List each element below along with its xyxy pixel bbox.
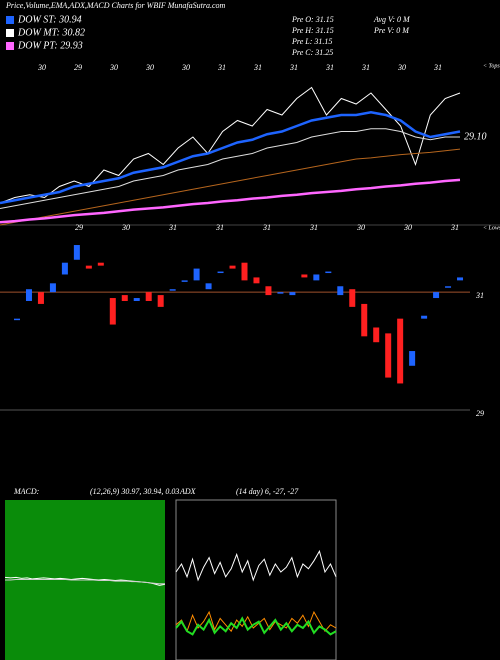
side-label: < Lows xyxy=(483,225,500,231)
panel-params: (12,26,9) 30.97, 30.94, 0.03 xyxy=(90,487,179,496)
candle-body xyxy=(397,318,404,384)
date-label: 30 xyxy=(397,63,406,72)
panel-title: ADX xyxy=(179,487,197,496)
line xyxy=(0,128,460,209)
candle-body xyxy=(229,265,236,269)
date-label: 31 xyxy=(361,63,370,72)
legend-label: DOW ST: 30.94 xyxy=(17,14,82,25)
info-text: Pre H: 31.15 xyxy=(291,26,334,35)
info-text: Pre O: 31.15 xyxy=(291,15,334,24)
candle-body xyxy=(61,262,68,275)
info-text: Pre L: 31.15 xyxy=(291,37,332,46)
candle-body xyxy=(205,283,212,290)
candle-body xyxy=(181,280,188,282)
info-text: Pre C: 31.25 xyxy=(291,48,333,57)
candle-body xyxy=(193,268,200,281)
panel-title: MACD: xyxy=(13,487,40,496)
candle-body xyxy=(457,277,464,281)
date-label: 31 xyxy=(433,63,442,72)
info-text: Avg V: 0 M xyxy=(373,15,411,24)
candle-body xyxy=(157,295,164,307)
line xyxy=(175,549,337,582)
date-label: 29 xyxy=(75,223,83,232)
date-label: 31 xyxy=(262,223,271,232)
candle-body xyxy=(85,265,92,269)
candle-body xyxy=(445,286,452,288)
panel-params: (14 day) 6, -27, -27 xyxy=(236,487,299,496)
info-text: Pre V: 0 M xyxy=(373,26,410,35)
date-label: 31 xyxy=(215,223,224,232)
candle-body xyxy=(385,333,392,378)
candle-body xyxy=(301,274,308,278)
candle-body xyxy=(49,283,56,293)
price-label: 29.10 xyxy=(464,131,487,142)
side-label: < Tops xyxy=(483,63,500,69)
legend-label: DOW PT: 29.93 xyxy=(17,40,83,51)
page-title: Price,Volume,EMA,ADX,MACD Charts for WBI… xyxy=(5,1,226,10)
candle-body xyxy=(133,298,140,301)
candle-body xyxy=(265,286,272,296)
candle-body xyxy=(37,292,44,304)
candle-body xyxy=(325,271,332,274)
legend-label: DOW MT: 30.82 xyxy=(17,27,85,38)
date-label: 30 xyxy=(109,63,118,72)
candle-body xyxy=(169,289,176,291)
candle-body xyxy=(253,277,260,284)
date-label: 30 xyxy=(356,223,365,232)
legend-swatch xyxy=(6,42,14,50)
candle-body xyxy=(421,315,428,319)
legend-swatch xyxy=(6,29,14,37)
line xyxy=(0,110,461,205)
candle-body xyxy=(433,292,440,299)
date-label: 30 xyxy=(145,63,154,72)
date-label: 30 xyxy=(121,223,130,232)
line xyxy=(5,578,165,585)
line xyxy=(175,616,337,636)
candle-body xyxy=(313,274,320,281)
candle-body xyxy=(109,298,116,325)
line xyxy=(0,148,461,226)
candle-body xyxy=(361,303,368,337)
date-label: 29 xyxy=(74,63,82,72)
date-label: 31 xyxy=(289,63,298,72)
date-label: 30 xyxy=(403,223,412,232)
candle-body xyxy=(121,295,128,301)
candle-body xyxy=(145,292,152,301)
line xyxy=(0,86,461,204)
candle-body xyxy=(409,351,416,366)
date-label: 31 xyxy=(450,223,459,232)
date-label: 31 xyxy=(217,63,226,72)
candle-body xyxy=(337,286,344,296)
candle-body xyxy=(217,271,224,274)
date-label: 30 xyxy=(181,63,190,72)
y-tick-label: 29 xyxy=(476,409,484,418)
date-label: 31 xyxy=(253,63,262,72)
line xyxy=(0,178,461,224)
candle-body xyxy=(373,327,380,343)
candle-body xyxy=(73,245,80,260)
candle-body xyxy=(97,262,104,266)
panel-bg xyxy=(175,499,337,660)
candle-body xyxy=(349,289,356,307)
candle-body xyxy=(289,292,296,296)
legend-swatch xyxy=(6,16,14,24)
date-label: 31 xyxy=(309,223,318,232)
candle-body xyxy=(277,292,284,294)
candle-body xyxy=(25,289,32,301)
date-label: 31 xyxy=(325,63,334,72)
date-label: 31 xyxy=(168,223,177,232)
y-tick-label: 31 xyxy=(475,291,484,300)
date-label: 30 xyxy=(37,63,46,72)
candle-body xyxy=(14,318,20,321)
candle-body xyxy=(241,262,248,281)
